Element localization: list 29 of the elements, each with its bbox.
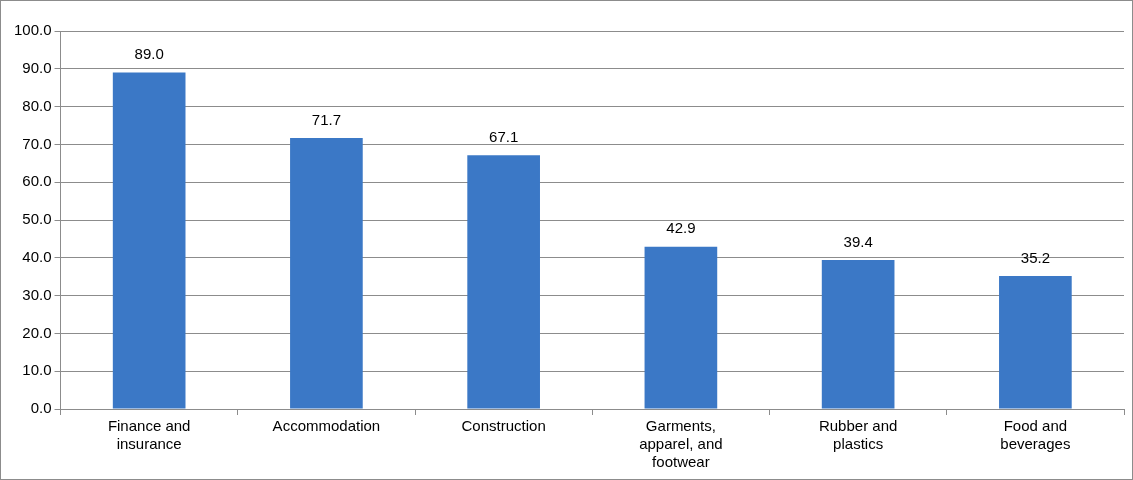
y-tick-label: 0.0	[30, 399, 52, 417]
x-tick-label: Food and beverages	[1000, 417, 1071, 453]
x-tick-label: Construction	[461, 417, 546, 435]
y-tick-label: 50.0	[22, 210, 52, 228]
y-tick-label: 20.0	[22, 323, 52, 341]
data-label: 35.2	[1020, 248, 1050, 266]
y-tick-label: 90.0	[22, 58, 52, 76]
y-tick-label: 60.0	[22, 172, 52, 190]
y-tick-label: 100.0	[13, 21, 52, 39]
bar	[821, 260, 895, 409]
y-tick-label: 40.0	[22, 247, 52, 265]
bar	[290, 137, 363, 409]
bar	[644, 246, 718, 409]
y-tick-label: 80.0	[22, 96, 52, 114]
data-label: 89.0	[134, 45, 164, 63]
data-label: 42.9	[666, 219, 696, 237]
y-tick-label: 70.0	[22, 134, 52, 152]
data-label: 67.1	[489, 128, 519, 145]
x-tick-label: Garments, apparel, and footwear	[639, 417, 723, 471]
x-tick-label: Accommodation	[272, 417, 381, 435]
bar	[112, 72, 186, 409]
data-label: 39.4	[843, 232, 873, 250]
x-tick-label: Rubber and plastics	[818, 417, 898, 453]
y-tick-label: 30.0	[22, 285, 52, 303]
bar	[467, 155, 540, 409]
y-tick-label: 10.0	[22, 361, 52, 379]
bar	[999, 275, 1072, 409]
data-label: 71.7	[311, 110, 341, 128]
x-tick-label: Finance and insurance	[107, 417, 191, 453]
